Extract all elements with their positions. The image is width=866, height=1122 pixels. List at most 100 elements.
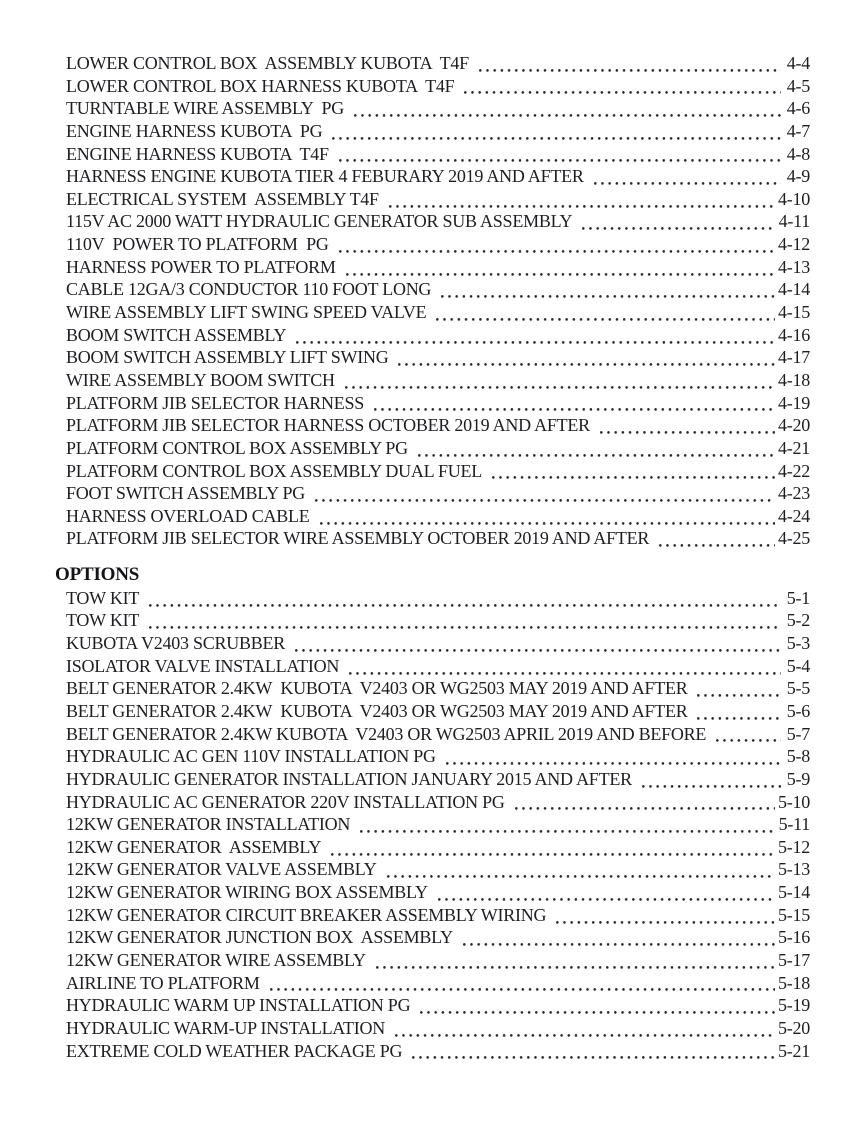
toc-entry-title: 12KW GENERATOR VALVE ASSEMBLY xyxy=(66,859,377,880)
toc-entry-title: HYDRAULIC WARM-UP INSTALLATION xyxy=(66,1017,386,1038)
toc-entry-page-number: 5-12 xyxy=(778,836,810,857)
section-heading-options: OPTIONS xyxy=(55,564,140,586)
toc-entry-title: 12KW GENERATOR WIRE ASSEMBLY xyxy=(66,950,366,970)
toc-entry: KUBOTA V2403 SCRUBBER 5-3 xyxy=(66,633,810,656)
dot-leader xyxy=(147,587,781,611)
toc-entry: CABLE 12GA/3 CONDUCTOR 110 FOOT LONG 4-14 xyxy=(66,279,810,303)
dot-leader xyxy=(373,950,775,973)
toc-entry-page-number: 4-17 xyxy=(778,347,810,368)
dot-leader xyxy=(695,700,781,724)
toc-entry-page-number: 4-20 xyxy=(778,415,810,436)
toc-entry-page-number: 5-8 xyxy=(786,746,811,767)
toc-entry: TOW KIT 5-1 xyxy=(66,587,810,611)
dot-leader xyxy=(352,98,781,121)
dot-leader xyxy=(410,1040,775,1064)
dot-leader xyxy=(293,633,781,656)
toc-entry-page-number: 5-14 xyxy=(778,882,810,903)
toc-entry: HYDRAULIC AC GENERATOR 220V INSTALLATION… xyxy=(66,791,810,815)
toc-entry-title: 12KW GENERATOR INSTALLATION xyxy=(66,814,351,835)
toc-entry-page-number: 4-9 xyxy=(786,166,811,187)
toc-entry-page-number: 5-4 xyxy=(786,655,811,676)
toc-entry-title: CABLE 12GA/3 CONDUCTOR 110 FOOT LONG xyxy=(66,279,432,300)
dot-leader xyxy=(476,53,781,76)
toc-entry-title: EXTREME COLD WEATHER PACKAGE PG xyxy=(66,1040,403,1061)
toc-entry-title: KUBOTA V2403 SCRUBBER xyxy=(66,633,286,654)
toc-entry-title: BELT GENERATOR 2.4KW KUBOTA V2403 OR WG2… xyxy=(66,723,707,744)
dot-leader xyxy=(512,791,775,815)
toc-entry: 12KW GENERATOR JUNCTION BOX ASSEMBLY 5-16 xyxy=(66,927,810,950)
dot-leader xyxy=(434,302,775,325)
toc-entry-title: AIRLINE TO PLATFORM xyxy=(66,972,260,993)
toc-entry-title: PLATFORM JIB SELECTOR HARNESS xyxy=(66,392,364,413)
toc-entry-title: PLATFORM CONTROL BOX ASSEMBLY DUAL FUEL xyxy=(66,460,482,481)
toc-entry: TOW KIT 5-2 xyxy=(66,610,810,634)
toc-entry-title: HYDRAULIC WARM UP INSTALLATION PG xyxy=(66,995,411,1016)
toc-entry: LOWER CONTROL BOX HARNESS KUBOTA T4F 4-5 xyxy=(66,75,810,99)
toc-entry-page-number: 4-14 xyxy=(778,279,810,300)
toc-entry-page-number: 5-21 xyxy=(778,1040,810,1061)
dot-leader xyxy=(330,120,781,144)
toc-entry-title: TOW KIT xyxy=(66,587,140,608)
toc-entry: WIRE ASSEMBLY BOOM SWITCH 4-18 xyxy=(66,369,810,393)
dot-leader xyxy=(384,859,775,883)
dot-leader xyxy=(371,392,775,416)
toc-entry-page-number: 4-16 xyxy=(778,324,810,345)
toc-entry: 12KW GENERATOR VALVE ASSEMBLY 5-13 xyxy=(66,859,810,883)
toc-entry-page-number: 4-10 xyxy=(778,188,810,209)
toc-entry: HYDRAULIC WARM-UP INSTALLATION 5-20 xyxy=(66,1017,810,1041)
dot-leader xyxy=(435,882,775,905)
toc-entry: PLATFORM CONTROL BOX ASSEMBLY DUAL FUEL 4… xyxy=(66,460,810,484)
toc-entry-title: 12KW GENERATOR WIRING BOX ASSEMBLY xyxy=(66,882,428,903)
toc-entry: AIRLINE TO PLATFORM 5-18 xyxy=(66,972,810,996)
dot-leader xyxy=(443,746,781,769)
dot-leader xyxy=(343,256,775,280)
toc-section-continued: LOWER CONTROL BOX ASSEMBLY KUBOTA T4F 4-4… xyxy=(55,53,811,552)
toc-entry-title: 12KW GENERATOR JUNCTION BOX ASSEMBLY xyxy=(66,927,453,948)
dot-leader xyxy=(695,678,781,701)
dot-leader xyxy=(317,505,775,529)
dot-leader xyxy=(439,279,775,303)
dot-leader xyxy=(294,324,775,348)
toc-entry-title: FOOT SWITCH ASSEMBLY PG xyxy=(66,483,305,504)
toc-entry-title: HARNESS ENGINE KUBOTA TIER 4 FEBURARY 20… xyxy=(66,166,584,187)
toc-entry-page-number: 4-6 xyxy=(786,98,811,119)
dot-leader xyxy=(386,188,775,212)
dot-leader xyxy=(657,528,775,552)
toc-entry: 12KW GENERATOR CIRCUIT BREAKER ASSEMBLY … xyxy=(66,904,810,928)
toc-entry-title: HYDRAULIC AC GEN 110V INSTALLATION PG xyxy=(66,746,436,767)
toc-entry-title: WIRE ASSEMBLY BOOM SWITCH xyxy=(66,369,335,390)
toc-entry: BOOM SWITCH ASSEMBLY 4-16 xyxy=(66,324,810,348)
toc-entry-title: PLATFORM CONTROL BOX ASSEMBLY PG xyxy=(66,437,408,458)
toc-entry-title: BELT GENERATOR 2.4KW KUBOTA V2403 OR WG2… xyxy=(66,700,688,721)
toc-entry: PLATFORM JIB SELECTOR HARNESS 4-19 xyxy=(66,392,810,416)
toc-entry-title: LOWER CONTROL BOX HARNESS KUBOTA T4F xyxy=(66,75,455,96)
toc-entry: BELT GENERATOR 2.4KW KUBOTA V2403 OR WG2… xyxy=(66,678,810,701)
toc-entry-page-number: 4-15 xyxy=(778,302,810,323)
toc-entry-page-number: 5-9 xyxy=(786,768,811,789)
dot-leader xyxy=(591,166,781,189)
toc-entry-page-number: 4-7 xyxy=(786,120,811,141)
toc-entry: PLATFORM JIB SELECTOR HARNESS OCTOBER 20… xyxy=(66,415,810,438)
toc-entry: FOOT SWITCH ASSEMBLY PG 4-23 xyxy=(66,483,810,506)
toc-entry-page-number: 4-4 xyxy=(786,53,811,73)
toc-entry-title: ISOLATOR VALVE INSTALLATION xyxy=(66,655,340,676)
toc-entry-page-number: 4-25 xyxy=(778,528,810,549)
dot-leader xyxy=(147,610,781,634)
toc-entry: HYDRAULIC WARM UP INSTALLATION PG 5-19 xyxy=(66,995,810,1018)
toc-entry-page-number: 4-12 xyxy=(778,234,810,255)
toc-entry-page-number: 5-15 xyxy=(778,904,810,925)
toc-entry-title: PLATFORM JIB SELECTOR WIRE ASSEMBLY OCTO… xyxy=(66,528,650,549)
toc-entry: ELECTRICAL SYSTEM ASSEMBLY T4F 4-10 xyxy=(66,188,810,212)
dot-leader xyxy=(580,211,776,235)
toc-entry-title: TURNTABLE WIRE ASSEMBLY PG xyxy=(66,98,345,119)
toc-entry-title: 110V POWER TO PLATFORM PG xyxy=(66,234,329,255)
toc-entry-title: HYDRAULIC GENERATOR INSTALLATION JANUARY… xyxy=(66,768,632,789)
dot-leader xyxy=(347,655,781,679)
toc-entry-page-number: 5-3 xyxy=(786,633,811,654)
dot-leader xyxy=(342,369,775,393)
toc-entry: PLATFORM JIB SELECTOR WIRE ASSEMBLY OCTO… xyxy=(66,528,810,552)
toc-entry-page-number: 5-6 xyxy=(786,700,811,721)
toc-entry-title: ENGINE HARNESS KUBOTA T4F xyxy=(66,143,329,164)
toc-entry-title: 12KW GENERATOR ASSEMBLY xyxy=(66,836,322,857)
toc-entry: TURNTABLE WIRE ASSEMBLY PG 4-6 xyxy=(66,98,810,121)
